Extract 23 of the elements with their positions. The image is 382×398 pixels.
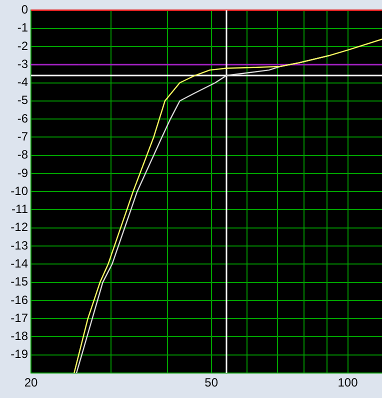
y-tick-label: -15 (10, 274, 28, 289)
y-tick-label: -1 (17, 20, 28, 35)
y-tick-label: -7 (17, 129, 28, 144)
y-tick-label: -18 (10, 329, 28, 344)
x-tick-label: 50 (204, 376, 218, 390)
y-tick-label: -8 (17, 148, 28, 162)
y-tick-label: -2 (17, 38, 28, 53)
x-tick-label: 100 (338, 376, 358, 390)
y-tick-label: -12 (10, 220, 28, 234)
y-tick-label: -10 (10, 184, 28, 198)
y-tick-label: -3 (17, 56, 28, 71)
y-tick-label: -16 (10, 292, 28, 307)
y-tick-label: -4 (17, 75, 28, 90)
y-tick-label: -14 (10, 256, 28, 270)
y-tick-label: -9 (17, 166, 28, 180)
y-tick-label: -13 (10, 238, 28, 252)
y-tick-label: 0 (21, 2, 28, 17)
y-tick-label: -11 (12, 202, 28, 216)
x-tick-label: 20 (24, 376, 38, 390)
y-tick-label: -17 (10, 310, 28, 325)
y-tick-label: -19 (10, 347, 28, 362)
y-tick-label: -5 (17, 93, 28, 108)
y-tick-label: -6 (17, 111, 28, 126)
